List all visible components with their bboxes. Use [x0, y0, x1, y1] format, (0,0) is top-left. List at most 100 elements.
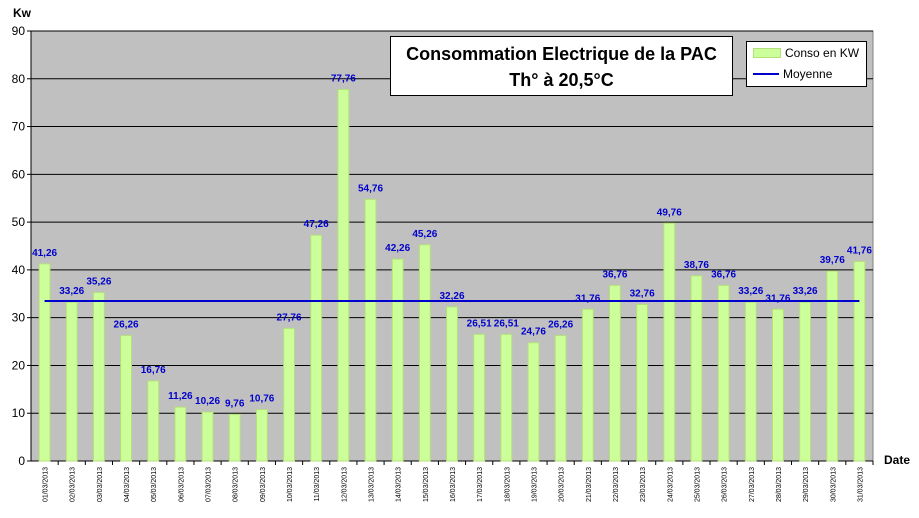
x-tick-label: 16/03/2013	[450, 467, 457, 502]
bar	[853, 260, 866, 462]
x-axis-title: Date	[884, 453, 911, 467]
chart-title-line2: Th° à 20,5°C	[509, 70, 614, 90]
data-label: 54,76	[358, 183, 383, 194]
x-tick-label: 04/03/2013	[124, 467, 131, 502]
x-tick-label: 21/03/2013	[586, 467, 593, 502]
x-tick-label: 31/03/2013	[857, 467, 864, 502]
bar	[663, 222, 676, 462]
bar	[364, 198, 377, 462]
x-tick-label: 05/03/2013	[151, 467, 158, 502]
data-label: 41,26	[32, 248, 57, 259]
y-tick-label: 0	[18, 454, 25, 468]
bar	[92, 292, 105, 462]
data-label: 27,76	[277, 312, 302, 323]
x-tick-label: 03/03/2013	[97, 467, 104, 502]
data-label: 36,76	[602, 269, 627, 280]
bar	[310, 234, 323, 462]
x-tick-label: 11/03/2013	[314, 467, 321, 502]
x-tick-label: 12/03/2013	[341, 467, 348, 502]
bar	[527, 342, 540, 462]
data-label: 49,76	[657, 207, 682, 218]
data-label: 10,26	[195, 396, 220, 407]
x-tick-label: 25/03/2013	[694, 467, 701, 502]
data-label: 26,26	[548, 320, 573, 331]
data-label: 77,76	[331, 73, 356, 84]
legend-label-conso: Conso en KW	[785, 46, 860, 60]
bar	[418, 244, 431, 462]
bar	[826, 270, 839, 462]
y-axis-title: Kw	[13, 6, 31, 20]
x-tick-label: 07/03/2013	[206, 467, 213, 502]
y-tick-label: 30	[12, 311, 26, 325]
data-label: 47,26	[304, 219, 329, 230]
bar	[799, 301, 812, 462]
y-tick-label: 20	[12, 358, 26, 372]
data-label: 41,76	[847, 245, 872, 256]
x-tick-label: 01/03/2013	[43, 467, 50, 502]
bar	[255, 409, 268, 462]
x-tick-label: 24/03/2013	[667, 467, 674, 502]
data-label: 16,76	[141, 365, 166, 376]
data-label: 32,26	[439, 291, 464, 302]
legend-item-moyenne: Moyenne	[753, 67, 832, 81]
data-label: 33,26	[793, 286, 818, 297]
data-label: 33,26	[59, 286, 84, 297]
x-tick-label: 10/03/2013	[287, 467, 294, 502]
x-tick-label: 22/03/2013	[613, 467, 620, 502]
bar	[120, 335, 132, 462]
x-tick-label: 17/03/2013	[477, 467, 484, 502]
x-tick-label: 08/03/2013	[233, 467, 240, 502]
bar	[609, 284, 621, 462]
data-label: 24,76	[521, 327, 546, 338]
bar	[554, 335, 567, 462]
data-label: 26,51	[467, 318, 492, 329]
bar	[201, 411, 214, 462]
bar	[283, 327, 295, 462]
bar	[337, 88, 350, 462]
bar	[174, 406, 187, 462]
y-tick-label: 80	[12, 72, 26, 86]
bar	[500, 333, 513, 462]
bar	[38, 263, 51, 462]
x-tick-label: 30/03/2013	[830, 467, 837, 502]
bar	[581, 308, 594, 462]
data-label: 10,76	[249, 394, 274, 405]
y-tick-label: 70	[12, 120, 26, 134]
legend-item-conso: Conso en KW	[753, 46, 859, 60]
data-label: 35,26	[86, 277, 111, 288]
data-label: 39,76	[820, 255, 845, 266]
bar	[772, 308, 784, 462]
bar	[228, 413, 241, 462]
data-label: 33,26	[738, 286, 763, 297]
bar	[636, 303, 649, 462]
data-label: 45,26	[412, 229, 437, 240]
bar	[744, 301, 757, 462]
bar	[446, 306, 458, 462]
bar	[690, 275, 703, 462]
data-label: 9,76	[225, 398, 245, 409]
legend-swatch-line	[753, 73, 779, 75]
data-label: 42,26	[385, 243, 410, 254]
x-tick-label: 19/03/2013	[531, 467, 538, 502]
data-label: 26,51	[494, 318, 519, 329]
data-label: 31,76	[575, 293, 600, 304]
x-tick-label: 06/03/2013	[178, 467, 185, 502]
data-label: 31,76	[765, 293, 790, 304]
chart-title-box: Consommation Electrique de la PAC Th° à …	[390, 36, 733, 96]
bar	[717, 284, 730, 462]
data-label: 11,26	[168, 391, 193, 402]
bar	[65, 301, 78, 462]
y-tick-label: 60	[12, 167, 26, 181]
data-label: 32,76	[630, 288, 655, 299]
x-tick-label: 09/03/2013	[260, 467, 267, 502]
legend-swatch-bar	[753, 48, 781, 58]
y-tick-label: 40	[12, 263, 26, 277]
y-tick-label: 50	[12, 215, 26, 229]
x-tick-label: 23/03/2013	[640, 467, 647, 502]
bar	[473, 333, 486, 462]
x-tick-label: 13/03/2013	[369, 467, 376, 502]
x-tick-label: 26/03/2013	[722, 467, 729, 502]
x-tick-label: 27/03/2013	[749, 467, 756, 502]
